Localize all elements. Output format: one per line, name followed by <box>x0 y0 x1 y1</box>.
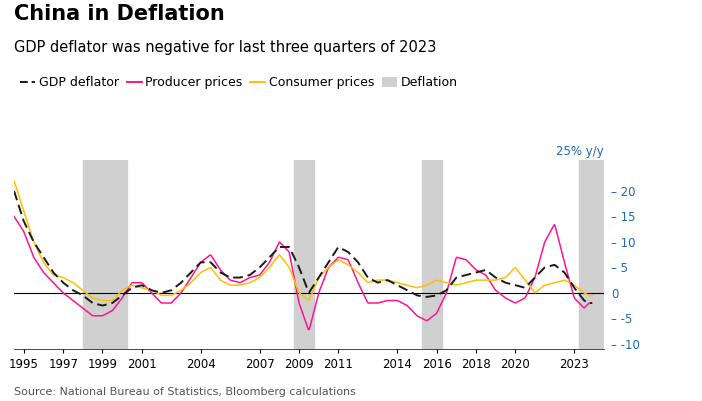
Bar <box>83 160 127 349</box>
Bar <box>579 160 604 349</box>
Text: GDP deflator was negative for last three quarters of 2023: GDP deflator was negative for last three… <box>14 40 437 55</box>
Text: 25% y/y: 25% y/y <box>556 145 604 158</box>
Text: China in Deflation: China in Deflation <box>14 4 225 24</box>
Bar <box>422 160 442 349</box>
Bar <box>294 160 314 349</box>
Legend: GDP deflator, Producer prices, Consumer prices, Deflation: GDP deflator, Producer prices, Consumer … <box>20 76 458 89</box>
Text: Source: National Bureau of Statistics, Bloomberg calculations: Source: National Bureau of Statistics, B… <box>14 387 356 397</box>
